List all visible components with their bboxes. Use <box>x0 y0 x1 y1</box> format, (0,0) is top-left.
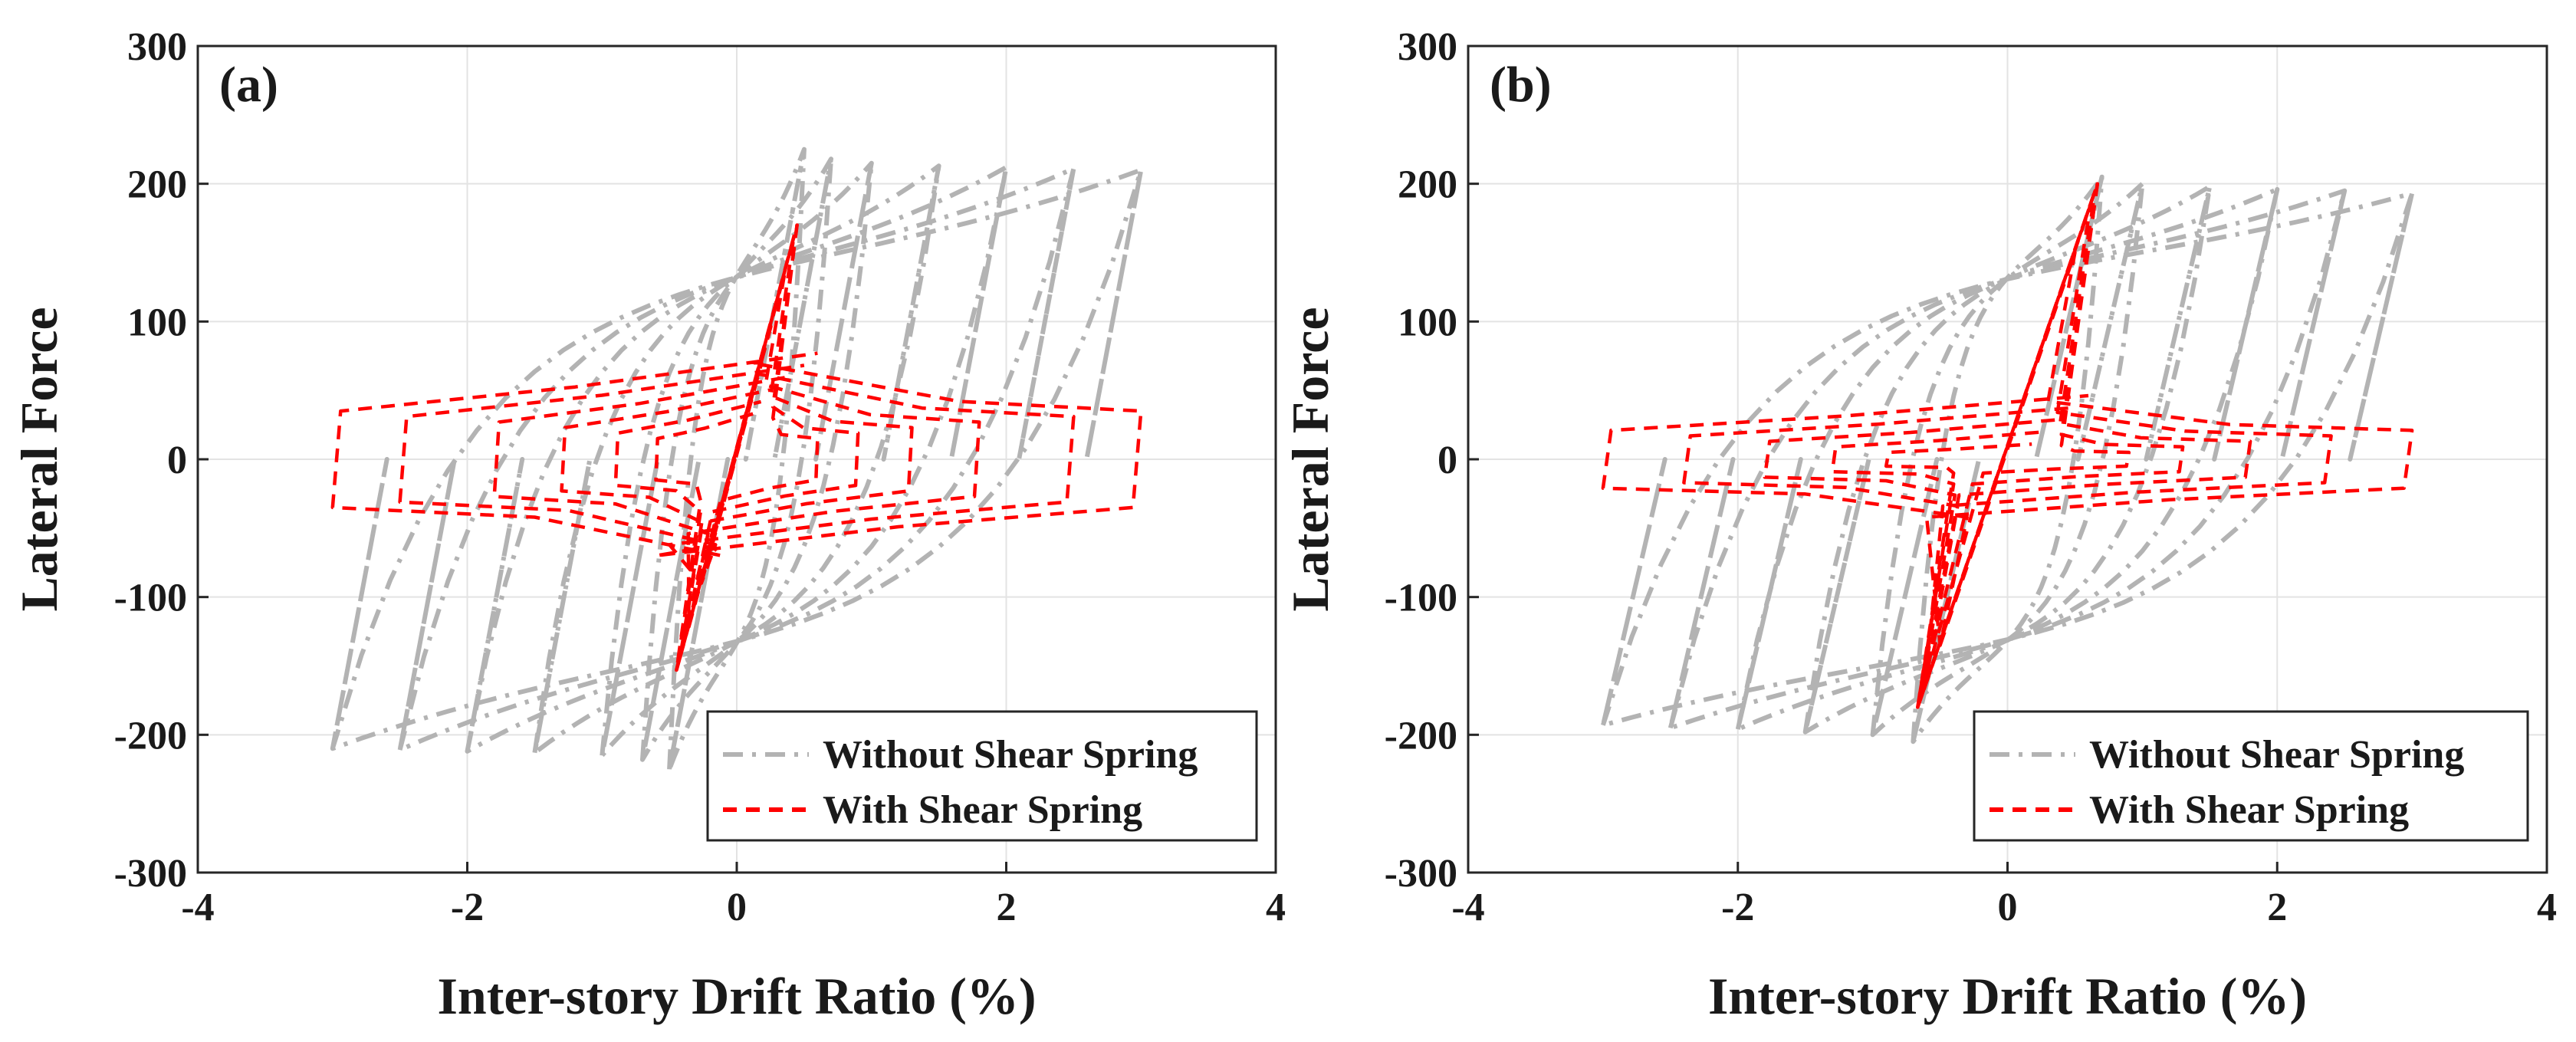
x-tick-label: -2 <box>1721 886 1754 929</box>
legend: Without Shear Spring With Shear Spring <box>1973 710 2529 842</box>
y-tick-label: -100 <box>1385 577 1457 620</box>
series-without-shear-spring-cycle <box>397 166 1076 753</box>
y-tick-label: 100 <box>127 301 187 344</box>
legend-box <box>706 710 1258 842</box>
legend-label-with: With Shear Spring <box>823 788 1142 832</box>
series-with-shear-spring-cycle <box>1830 182 2185 709</box>
y-tick-label: 100 <box>1398 301 1457 344</box>
series-without-shear-spring-cycle <box>532 163 941 755</box>
legend-label-without: Without Shear Spring <box>2089 733 2464 777</box>
x-tick-label: 2 <box>997 886 1017 929</box>
legend: Without Shear Spring With Shear Spring <box>706 710 1258 842</box>
y-axis-label: Lateral Force <box>10 307 68 611</box>
y-tick-label: -300 <box>114 852 187 896</box>
legend-label-without: Without Shear Spring <box>823 733 1198 777</box>
x-tick-label: 4 <box>1266 886 1286 929</box>
series-with-shear-spring-cycle <box>1884 182 2131 709</box>
x-tick-label: -4 <box>1451 886 1484 929</box>
plot-content <box>330 146 1144 772</box>
x-tick-label: 4 <box>2537 886 2557 929</box>
y-tick-label: -200 <box>1385 714 1457 758</box>
y-tick-label: 200 <box>1398 163 1457 207</box>
x-tick-label: -2 <box>451 886 484 929</box>
series-with-shear-spring-cycle <box>492 271 981 629</box>
series-with-shear-spring-cycle <box>1763 189 2252 703</box>
series-without-shear-spring-cycle <box>667 146 807 772</box>
legend-box <box>1973 710 2529 842</box>
y-tick-label: -300 <box>1385 852 1457 896</box>
x-axis-label: Inter-story Drift Ratio (%) <box>437 967 1036 1025</box>
x-axis-label: Inter-story Drift Ratio (%) <box>1708 967 2307 1025</box>
chart-panel-a: -4 -2 0 2 4 -300 -200 -100 0 100 200 300 Inter-story… <box>10 25 1286 1025</box>
panel-label: (a) <box>219 57 278 113</box>
series-without-shear-spring-cycle <box>1600 191 2415 728</box>
series-with-shear-spring-cycle <box>613 223 860 672</box>
y-tick-label: -100 <box>114 577 187 620</box>
y-axis-label: Lateral Force <box>1281 307 1339 611</box>
series-with-shear-spring-cycle <box>560 237 914 659</box>
series-without-shear-spring-cycle <box>640 156 833 762</box>
y-tick-label: 0 <box>167 439 187 482</box>
series-without-shear-spring-cycle <box>600 160 874 758</box>
x-tick-label: 0 <box>727 886 747 929</box>
x-tick-label: 2 <box>2267 886 2287 929</box>
y-tick-label: 300 <box>1398 25 1457 69</box>
series-without-shear-spring-cycle <box>330 167 1144 751</box>
y-tick-label: 300 <box>127 25 187 69</box>
y-tick-label: 0 <box>1438 439 1457 482</box>
series-without-shear-spring-cycle <box>1870 181 2145 738</box>
y-tick-label: -200 <box>114 714 187 758</box>
legend-label-with: With Shear Spring <box>2089 788 2409 832</box>
series-without-shear-spring-cycle <box>1668 188 2348 731</box>
x-tick-label: 0 <box>1998 886 2018 929</box>
plot-content <box>1600 174 2415 745</box>
series-without-shear-spring-cycle <box>465 165 1009 754</box>
panel-label: (b) <box>1490 57 1552 113</box>
series-with-shear-spring-cycle <box>1601 251 2414 647</box>
x-tick-label: -4 <box>181 886 214 929</box>
series-without-shear-spring-cycle <box>1911 174 2104 745</box>
series-without-shear-spring-cycle <box>1735 186 2280 732</box>
y-tick-label: 200 <box>127 163 187 207</box>
chart-panel-b: -4 -2 0 2 4 -300 -200 -100 0 100 200 300 Inter-story… <box>1281 25 2557 1025</box>
series-with-shear-spring-cycle <box>1682 202 2333 691</box>
